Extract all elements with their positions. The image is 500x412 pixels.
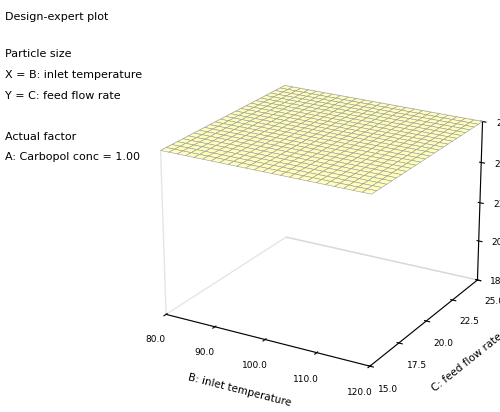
Text: Actual factor: Actual factor (5, 132, 76, 142)
Text: Y = C: feed flow rate: Y = C: feed flow rate (5, 91, 120, 101)
Text: X = B: inlet temperature: X = B: inlet temperature (5, 70, 142, 80)
Text: A: Carbopol conc = 1.00: A: Carbopol conc = 1.00 (5, 152, 140, 162)
Text: Design-expert plot: Design-expert plot (5, 12, 108, 22)
Y-axis label: C: feed flow rate: C: feed flow rate (430, 332, 500, 394)
Text: Particle size: Particle size (5, 49, 71, 59)
X-axis label: B: inlet temperature: B: inlet temperature (188, 372, 292, 408)
